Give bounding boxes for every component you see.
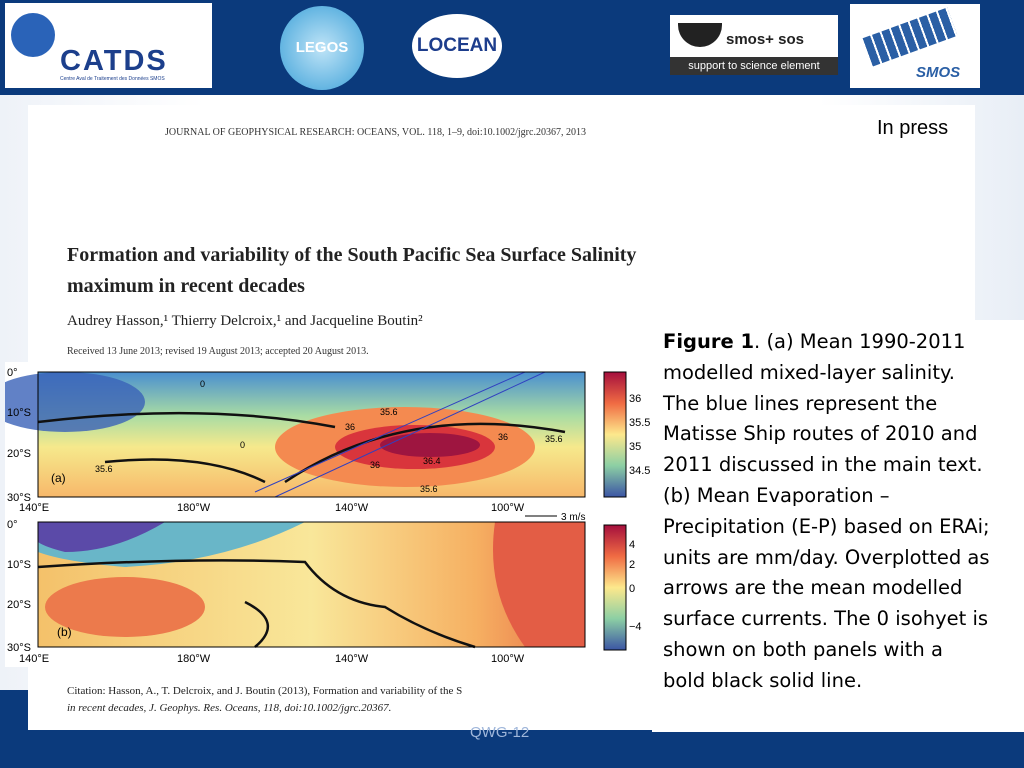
globe-icon <box>11 13 55 57</box>
lon-label: 140°W <box>335 653 369 665</box>
caption-line: 2011 discussed in the main text. <box>663 453 983 477</box>
caption-line: arrows are the mean modelled <box>663 576 963 600</box>
ship-route <box>254 371 546 498</box>
caption-line: Figure 1. (a) Mean 1990-2011 <box>663 327 1024 358</box>
received-dates: Received 13 June 2013; revised 19 August… <box>67 346 369 357</box>
logo-text: SMOS <box>916 64 961 81</box>
lat-label: 0° <box>7 519 18 531</box>
lat-label: 0° <box>7 367 18 379</box>
lon-label: 100°W <box>491 502 525 514</box>
contour-label: 36 <box>498 432 508 442</box>
caption-line: units are mm/day. Overplotted as <box>663 545 990 569</box>
contour-label: 0 <box>240 440 245 450</box>
panel-frame <box>37 371 586 498</box>
caption-line: surface currents. The 0 isohyet is <box>663 607 989 631</box>
logo-subtext: support to science element <box>670 57 838 75</box>
contour-label: 36 <box>345 422 355 432</box>
caption-body: modelled mixed-layer salinity. The blue l… <box>663 358 1024 697</box>
colorbar-label: −4 <box>629 621 642 633</box>
axis-labels: 0° 10°S 20°S 30°S 0° 10°S 20°S 30°S 140°… <box>7 367 525 665</box>
caption-line: (b) Mean Evaporation – <box>663 483 890 507</box>
colorbar-label: 0 <box>629 583 635 595</box>
colorbar <box>603 524 627 651</box>
contour-label: 35.6 <box>420 484 438 494</box>
colorbar-label: 2 <box>629 559 635 571</box>
caption-line: Precipitation (E-P) based on ERAi; <box>663 514 990 538</box>
caption-label: Figure 1 <box>663 330 755 353</box>
title-line: Formation and variability of the South P… <box>67 244 637 266</box>
vector-scale-label: 3 m/s <box>561 512 585 523</box>
contour-label: 35.6 <box>380 407 398 417</box>
lat-label: 30°S <box>7 492 31 504</box>
citation: Citation: Hasson, A., T. Delcroix, and J… <box>67 683 462 717</box>
bowl-icon <box>678 23 722 47</box>
title-line: maximum in recent decades <box>67 275 305 297</box>
status-label: In press <box>877 117 949 139</box>
caption-line: The blue lines represent the <box>663 391 938 415</box>
colorbar <box>603 371 627 498</box>
caption-text: . (a) Mean 1990-2011 <box>754 330 966 353</box>
lat-label: 20°S <box>7 448 31 460</box>
colorbar-label: 35.5 <box>629 417 650 429</box>
contour <box>37 411 566 484</box>
lat-label: 10°S <box>7 559 31 571</box>
lon-label: 100°W <box>491 653 525 665</box>
contour <box>37 559 476 649</box>
map-field <box>5 372 145 432</box>
caption-line: Matisse Ship routes of 2010 and <box>663 422 978 446</box>
colorbar-label: 4 <box>629 539 635 551</box>
lat-label: 10°S <box>7 407 31 419</box>
citation-line: Citation: Hasson, A., T. Delcroix, and J… <box>67 685 463 697</box>
map-field <box>45 577 205 637</box>
lon-label: 140°W <box>335 502 369 514</box>
lat-label: 30°S <box>7 642 31 654</box>
catds-logo: CATDS Centre Aval de Traitement des Donn… <box>5 3 212 88</box>
lon-label: 140°E <box>19 502 49 514</box>
lon-label: 180°W <box>177 653 211 665</box>
paper-title: Formation and variability of the South P… <box>67 240 636 302</box>
panel-label: (a) <box>51 471 66 485</box>
contour-label: 35.6 <box>545 434 563 444</box>
caption-line: shown on both panels with a <box>663 637 943 661</box>
locean-logo: LOCEAN <box>412 14 502 78</box>
panel-label: (b) <box>57 625 72 639</box>
smos-logo: SMOS <box>850 4 980 88</box>
journal-header: JOURNAL OF GEOPHYSICAL RESEARCH: OCEANS,… <box>165 127 586 138</box>
panel-b: (b) 3 m/s 4 2 0 −4 <box>37 512 642 651</box>
lat-label: 20°S <box>7 599 31 611</box>
caption-box: Figure 1. (a) Mean 1990-2011 modelled mi… <box>652 320 1024 732</box>
map-field <box>380 433 480 457</box>
logo-text: smos+ sos <box>726 31 804 48</box>
logo-text: CATDS <box>60 45 168 77</box>
lon-label: 140°E <box>19 653 49 665</box>
logo-subtext: Centre Aval de Traitement des Données SM… <box>60 76 165 82</box>
contour-label: 36 <box>370 460 380 470</box>
contour-label: 0 <box>200 379 205 389</box>
lon-label: 180°W <box>177 502 211 514</box>
caption-line: modelled mixed-layer salinity. <box>663 360 955 384</box>
colorbar-label: 36 <box>629 393 641 405</box>
colorbar-label: 34.5 <box>629 465 650 477</box>
colorbar-label: 35 <box>629 441 641 453</box>
legos-logo: LEGOS <box>280 6 364 90</box>
caption-line: bold black solid line. <box>663 668 863 692</box>
satellite-icon <box>862 7 958 67</box>
contour-label: 35.6 <box>95 464 113 474</box>
citation-line: in recent decades, J. Geophys. Res. Ocea… <box>67 702 392 714</box>
footer-text: QWG-12 <box>470 724 530 741</box>
panel-frame <box>37 521 586 648</box>
authors: Audrey Hasson,¹ Thierry Delcroix,¹ and J… <box>67 313 423 329</box>
contour-label: 36.4 <box>423 456 441 466</box>
panel-a: (a) 0 35.6 36 36.4 36 35.6 36 0 35.6 35.… <box>5 371 650 498</box>
map-field <box>38 522 165 552</box>
smos-sos-logo: smos+ sos support to science element <box>670 15 838 75</box>
figure: (a) 0 35.6 36 36.4 36 35.6 36 0 35.6 35.… <box>5 362 650 667</box>
map-field <box>493 522 585 647</box>
